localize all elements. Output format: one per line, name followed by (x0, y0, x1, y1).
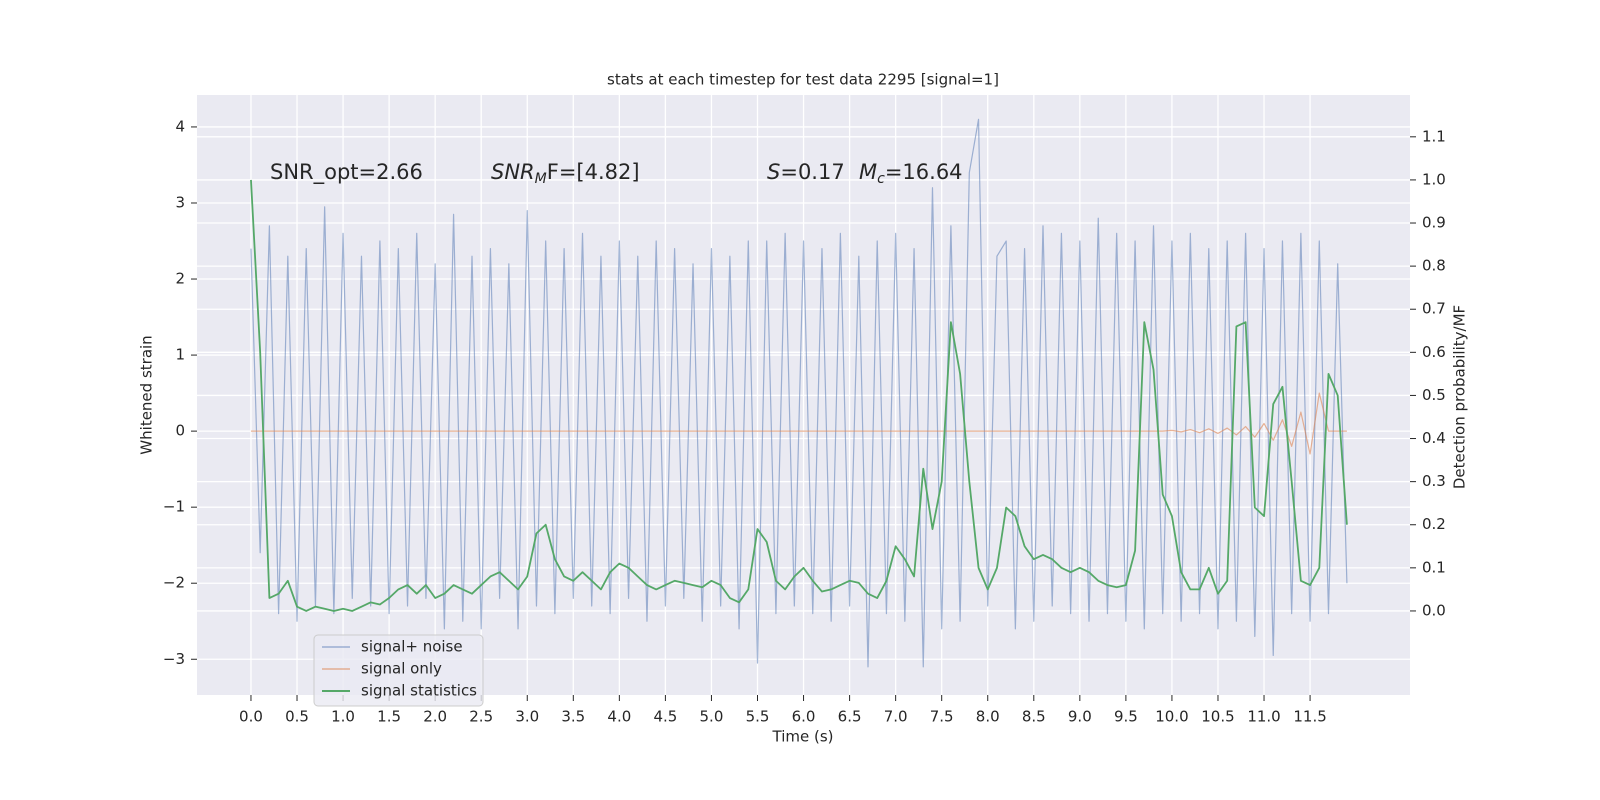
y-tick-label: −3 (163, 650, 185, 668)
x-tick-label: 4.5 (653, 708, 677, 726)
x-tick-label: 11.5 (1293, 708, 1326, 726)
y2-tick-label: 0.1 (1422, 558, 1446, 576)
y2-tick-label: 0.6 (1422, 343, 1446, 361)
y-tick-label: −2 (163, 574, 185, 592)
legend-label: signal statistics (361, 682, 477, 700)
x-tick-label: 1.5 (377, 708, 401, 726)
x-tick-label: 5.5 (746, 708, 770, 726)
x-tick-label: 1.0 (331, 708, 355, 726)
y-tick-label: 4 (175, 117, 185, 135)
x-tick-label: 6.5 (838, 708, 862, 726)
series-line (250, 179, 1348, 612)
legend-label: signal+ noise (361, 638, 463, 656)
x-axis-label: Time (s) (772, 728, 834, 746)
x-tick-label: 8.0 (976, 708, 1000, 726)
annotation-subscript: M (535, 171, 547, 187)
x-tick-label: 0.5 (285, 708, 309, 726)
x-tick-label: 10.5 (1201, 708, 1234, 726)
y2-tick-label: 0.3 (1422, 472, 1446, 490)
y2-tick-label: 0.4 (1422, 429, 1446, 447)
annotation-value: =16.64 (885, 160, 963, 184)
annotation-value: =0.17 (780, 160, 844, 184)
y-tick-label: 3 (175, 193, 185, 211)
x-tick-label: 3.5 (561, 708, 585, 726)
y2-tick-label: 0.8 (1422, 257, 1446, 275)
x-tick-label: 2.5 (469, 708, 493, 726)
y-tick-label: 0 (175, 422, 185, 440)
annotation: SNR_opt=2.66 (270, 160, 423, 185)
y-tick-label: 2 (175, 270, 185, 288)
y-tick-label: −1 (163, 498, 185, 516)
annotation-symbol: M (859, 160, 877, 184)
y2-tick-label: 0.2 (1422, 515, 1446, 533)
x-tick-label: 9.0 (1068, 708, 1092, 726)
x-tick-label: 7.0 (884, 708, 908, 726)
x-tick-label: 8.5 (1022, 708, 1046, 726)
series-line (250, 118, 1348, 668)
x-tick-label: 9.5 (1114, 708, 1138, 726)
y-tick-label: 1 (175, 346, 185, 364)
y2-axis-label: Detection probability/MF (1451, 305, 1469, 489)
chart-title: stats at each timestep for test data 229… (607, 71, 999, 89)
legend-label: signal only (361, 660, 442, 678)
x-tick-label: 0.0 (239, 708, 263, 726)
annotation: S=0.17 (767, 160, 845, 184)
annotation: Mc=16.64 (859, 160, 963, 187)
y2-tick-label: 1.1 (1422, 127, 1446, 145)
annotation-value: F=[4.82] (547, 160, 640, 184)
y2-tick-label: 0.0 (1422, 601, 1446, 619)
x-tick-label: 11.0 (1247, 708, 1280, 726)
annotation-symbol: SNR (491, 160, 535, 184)
annotation-symbol: S (767, 160, 780, 184)
y2-tick-label: 0.9 (1422, 214, 1446, 232)
x-tick-label: 3.0 (515, 708, 539, 726)
x-tick-label: 5.0 (700, 708, 724, 726)
y2-tick-label: 0.7 (1422, 300, 1446, 318)
x-tick-label: 7.5 (930, 708, 954, 726)
legend-box (313, 634, 484, 707)
y2-tick-label: 1.0 (1422, 170, 1446, 188)
annotation-subscript: c (877, 171, 885, 187)
x-tick-label: 4.0 (607, 708, 631, 726)
x-tick-label: 6.0 (792, 708, 816, 726)
y2-tick-label: 0.5 (1422, 386, 1446, 404)
y-axis-label: Whitened strain (138, 335, 156, 454)
annotation: SNRMF=[4.82] (491, 160, 640, 187)
series-line (250, 392, 1347, 455)
x-tick-label: 2.0 (423, 708, 447, 726)
x-tick-label: 10.0 (1155, 708, 1188, 726)
annotation-text: SNR_opt=2.66 (270, 160, 423, 185)
